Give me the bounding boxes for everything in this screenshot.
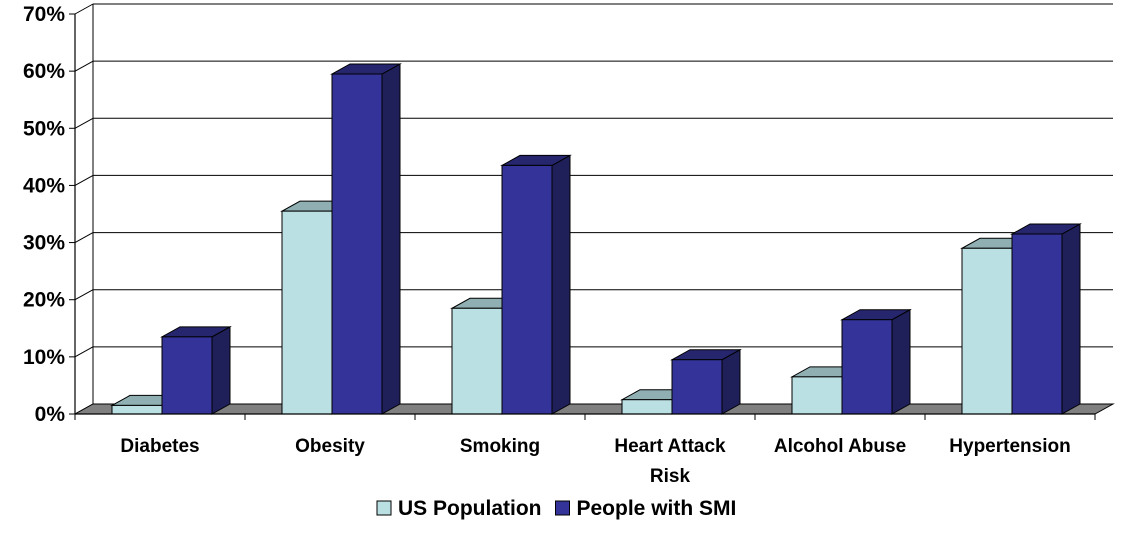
bar [501,164,553,415]
x-category-label: Alcohol Abuse [774,436,906,457]
x-category-label-line: Smoking [460,436,540,457]
x-category-label: Obesity [295,436,365,457]
bar [281,210,333,415]
bar-side [551,154,571,415]
x-category-label-line: Heart Attack [614,436,726,457]
x-category-label: Hypertension [949,436,1070,457]
y-tick-label: 60% [23,60,65,83]
bar-side [721,348,741,415]
y-tick-label: 70% [23,3,65,26]
x-category-label: Diabetes [120,436,199,457]
legend-label: People with SMI [577,497,737,520]
bar [161,336,213,415]
bar [791,376,843,415]
y-tick-label: 50% [23,117,65,140]
y-tick-label: 10% [23,346,65,369]
y-tick-label: 20% [23,289,65,312]
gridline-side [74,346,94,358]
bar-side [1061,223,1081,415]
bar-side [381,63,401,415]
x-category-label-line: Hypertension [949,436,1070,457]
x-category-label-line: Risk [650,466,691,487]
gridline-side [74,117,94,129]
gridline-side [74,289,94,301]
bar [961,247,1013,415]
y-tick-label: 0% [35,403,66,426]
x-category-label-line: Alcohol Abuse [774,436,906,457]
gridline-side [74,3,94,15]
x-category-label-line: Diabetes [120,436,199,457]
bar [1011,233,1063,415]
gridline-side [74,174,94,186]
x-category-label: Heart Attack Risk [614,436,726,487]
x-category-label-line: Obesity [295,436,365,457]
legend-swatch [555,500,570,516]
bar [331,73,383,415]
legend-label: US Population [398,497,542,520]
x-category-label: Smoking [460,436,540,457]
y-tick-label: 40% [23,174,65,197]
bar-side [211,326,231,415]
bar [111,404,163,415]
bar [621,399,673,415]
bar [451,307,503,415]
legend-swatch [376,500,392,516]
chart-floor [73,403,1115,415]
bar [841,319,893,415]
y-tick-label: 30% [23,232,65,255]
bar-side [891,308,911,415]
gridline-side [74,60,94,72]
gridline-side [74,232,94,244]
bar [671,359,723,415]
